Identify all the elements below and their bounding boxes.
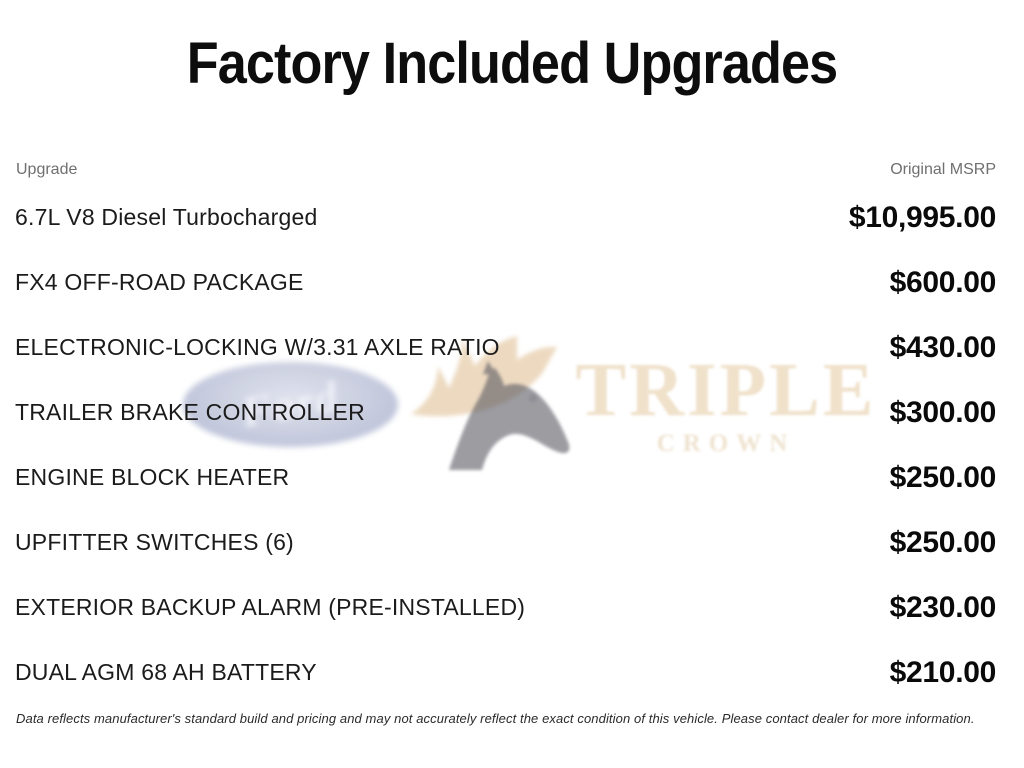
upgrade-msrp: $250.00 bbox=[889, 525, 997, 559]
table-row: ELECTRONIC-LOCKING W/3.31 AXLE RATIO $430… bbox=[15, 315, 996, 380]
upgrade-name: UPFITTER SWITCHES (6) bbox=[15, 529, 294, 555]
upgrade-msrp: $230.00 bbox=[889, 590, 997, 624]
upgrade-msrp: $210.00 bbox=[889, 655, 997, 689]
upgrade-name: 6.7L V8 Diesel Turbocharged bbox=[15, 204, 318, 230]
table-row: TRAILER BRAKE CONTROLLER $300.00 bbox=[15, 380, 996, 445]
upgrades-table: 6.7L V8 Diesel Turbocharged $10,995.00 FX4… bbox=[15, 185, 996, 705]
table-row: DUAL AGM 68 AH BATTERY $210.00 bbox=[15, 640, 996, 705]
upgrade-name: DUAL AGM 68 AH BATTERY bbox=[15, 659, 317, 685]
table-row: ENGINE BLOCK HEATER $250.00 bbox=[15, 445, 996, 510]
upgrade-name: EXTERIOR BACKUP ALARM (PRE-INSTALLED) bbox=[15, 594, 526, 620]
upgrade-msrp: $600.00 bbox=[889, 265, 997, 299]
column-header-msrp: Original MSRP bbox=[890, 161, 996, 178]
upgrade-msrp: $300.00 bbox=[889, 395, 997, 429]
upgrade-name: FX4 OFF-ROAD PACKAGE bbox=[15, 269, 304, 295]
column-header-upgrade: Upgrade bbox=[16, 161, 78, 178]
table-header: Upgrade Original MSRP bbox=[16, 161, 996, 179]
upgrade-name: ENGINE BLOCK HEATER bbox=[15, 464, 290, 490]
table-row: UPFITTER SWITCHES (6) $250.00 bbox=[15, 510, 996, 575]
upgrade-msrp: $250.00 bbox=[889, 460, 997, 494]
table-row: EXTERIOR BACKUP ALARM (PRE-INSTALLED) $23… bbox=[15, 575, 996, 640]
table-row: FX4 OFF-ROAD PACKAGE $600.00 bbox=[15, 250, 996, 315]
disclaimer-text: Data reflects manufacturer's standard bu… bbox=[16, 711, 975, 726]
page-title: Factory Included Upgrades bbox=[186, 31, 838, 96]
upgrade-msrp: $430.00 bbox=[889, 330, 997, 364]
upgrade-name: TRAILER BRAKE CONTROLLER bbox=[15, 399, 365, 425]
table-row: 6.7L V8 Diesel Turbocharged $10,995.00 bbox=[15, 185, 996, 250]
upgrade-msrp: $10,995.00 bbox=[848, 200, 996, 234]
upgrade-name: ELECTRONIC-LOCKING W/3.31 AXLE RATIO bbox=[15, 334, 500, 360]
